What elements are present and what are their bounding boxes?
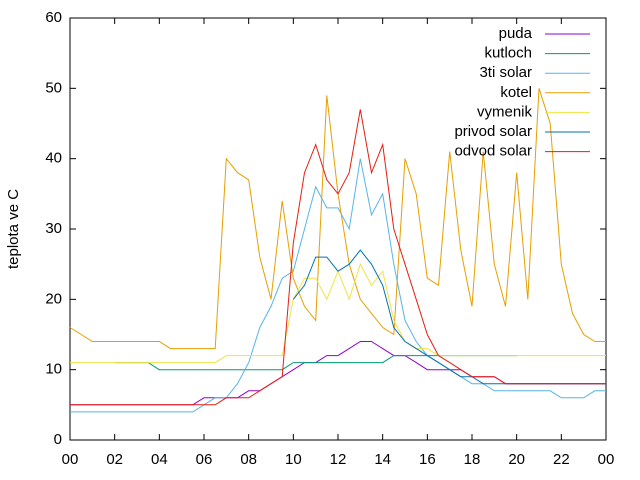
x-tick-label: 08 <box>240 451 257 468</box>
x-tick-label: 20 <box>508 451 525 468</box>
x-tick-label: 18 <box>464 451 481 468</box>
plot-frame <box>69 17 607 441</box>
y-tick-label: 10 <box>45 361 62 378</box>
series-line <box>70 158 606 413</box>
x-tick-label: 12 <box>330 451 347 468</box>
y-tick-label: 50 <box>45 79 62 96</box>
x-tick-label: 00 <box>598 451 615 468</box>
legend-label: vymenik <box>477 103 533 120</box>
legend-label: kotel <box>500 84 532 101</box>
series-line <box>70 109 606 406</box>
legend-label: puda <box>499 25 533 42</box>
y-tick-label: 20 <box>45 290 62 307</box>
x-tick-label: 10 <box>285 451 302 468</box>
y-tick-label: 30 <box>45 220 62 237</box>
x-tick-label: 02 <box>106 451 123 468</box>
y-tick-label: 0 <box>54 431 62 448</box>
legend-label: 3ti solar <box>479 64 532 81</box>
y-axis-label: teplota ve C <box>5 189 22 269</box>
x-tick-label: 14 <box>374 451 391 468</box>
legend-label: privod solar <box>454 123 532 140</box>
x-tick-label: 22 <box>553 451 570 468</box>
x-tick-label: 16 <box>419 451 436 468</box>
series-line <box>70 341 606 406</box>
y-tick-label: 40 <box>45 150 62 167</box>
x-tick-label: 04 <box>151 451 168 468</box>
x-tick-label: 06 <box>196 451 213 468</box>
x-tick-label: 00 <box>62 451 79 468</box>
y-tick-label: 60 <box>45 9 62 26</box>
series-line <box>292 249 606 385</box>
legend-label: kutloch <box>484 45 532 62</box>
legend-label: odvod solar <box>454 143 532 160</box>
